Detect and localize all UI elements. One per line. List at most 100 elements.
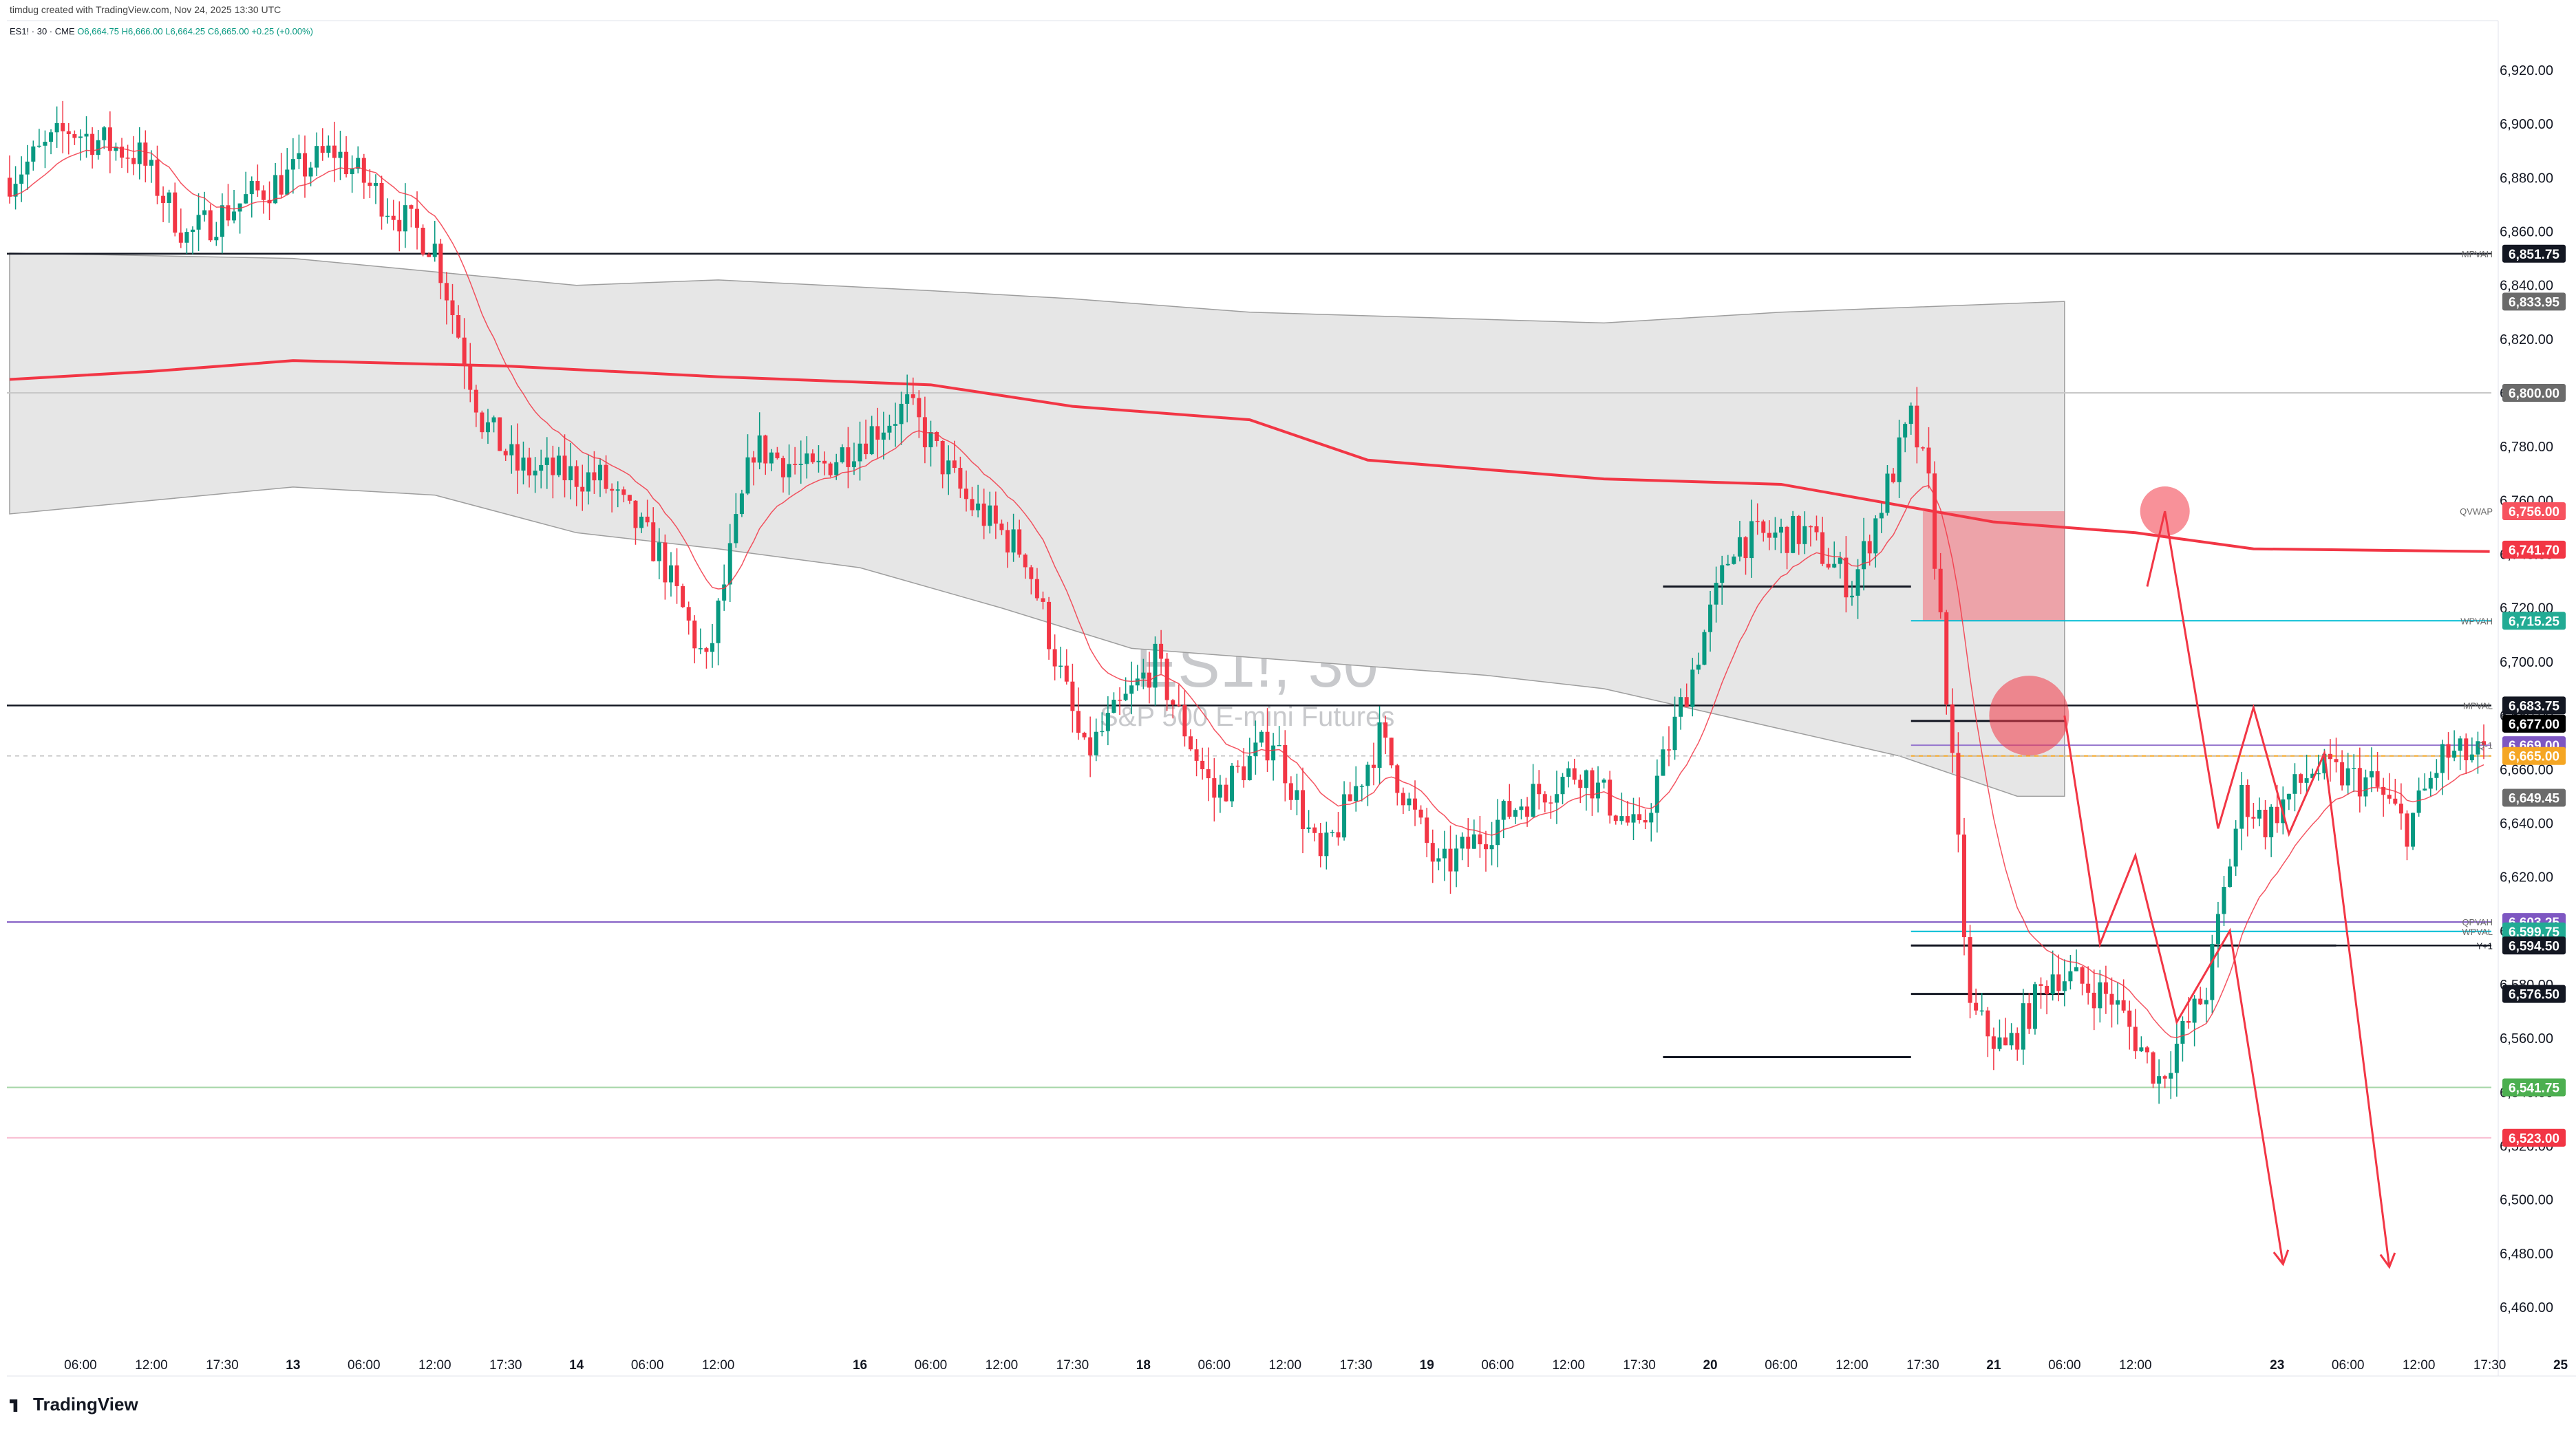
y-tick-label: 6,860.00 — [2500, 225, 2553, 240]
candle-body — [686, 607, 691, 621]
candle-body — [793, 464, 798, 465]
candle-body — [710, 643, 715, 652]
candle-body — [2157, 1076, 2162, 1084]
candle-body — [2405, 813, 2409, 847]
candle-body — [668, 565, 673, 583]
candle-body — [2434, 773, 2439, 778]
x-tick-label: 21 — [1986, 1358, 2001, 1373]
candle-body — [574, 466, 579, 487]
candle-body — [78, 136, 83, 138]
candle-body — [1537, 784, 1542, 795]
candle-body — [1684, 697, 1689, 707]
candle-body — [2009, 1033, 2014, 1046]
candle-body — [769, 452, 774, 464]
candle-body — [202, 210, 207, 215]
candle-body — [1844, 557, 1849, 598]
candle-body — [356, 158, 361, 169]
x-tick-label: 17:30 — [1056, 1358, 1089, 1373]
candle-body — [36, 145, 41, 147]
x-tick-label: 16 — [853, 1358, 867, 1373]
candle-body — [2316, 773, 2321, 775]
x-tick-label: 17:30 — [1623, 1358, 1656, 1373]
candle-body — [946, 460, 951, 475]
y-tick-label: 6,780.00 — [2500, 440, 2553, 455]
candle-body — [828, 463, 833, 475]
candle-body — [2340, 762, 2345, 786]
candle-body — [1454, 848, 1459, 872]
candle-body — [2269, 806, 2274, 837]
candle-body — [2328, 753, 2332, 760]
candle-body — [1584, 770, 1588, 788]
price-label-tag — [2502, 922, 2566, 941]
candle-body — [787, 464, 791, 477]
candle-body — [72, 133, 77, 138]
candle-body — [869, 426, 874, 455]
candle-body — [1654, 775, 1659, 813]
candle-body — [1076, 711, 1081, 733]
candle-body — [2228, 866, 2233, 888]
candle-body — [1094, 731, 1098, 755]
candle-body — [1383, 722, 1388, 738]
candle-body — [2139, 1047, 2144, 1051]
level-tag-label: MPVAL — [2463, 700, 2493, 711]
candle-body — [2423, 788, 2427, 791]
candle-body — [610, 488, 615, 491]
price-label-tag — [2502, 1078, 2566, 1097]
candle-body — [120, 147, 125, 158]
projection-path-1-arrowhead — [2272, 1249, 2290, 1267]
candle-body — [846, 447, 851, 467]
candle-body — [2357, 768, 2362, 797]
candle-body — [66, 131, 71, 134]
candle-body — [1448, 848, 1453, 872]
x-tick-label: 06:00 — [348, 1358, 381, 1373]
y-tick-label: 6,460.00 — [2500, 1300, 2553, 1315]
candle-body — [1507, 801, 1512, 817]
candle-body — [651, 522, 656, 561]
candle-body — [1637, 814, 1642, 820]
candle-body — [1903, 424, 1908, 438]
candle-body — [521, 458, 526, 471]
candle-body — [905, 394, 910, 404]
symbol-label[interactable]: ES1! · 30 · CME — [10, 26, 75, 36]
candle-body — [1171, 700, 1175, 705]
candle-body — [2428, 777, 2433, 789]
candle-body — [527, 458, 532, 476]
candle-body — [438, 244, 443, 283]
candle-body — [2215, 914, 2220, 944]
projection-path-2 — [2164, 511, 2391, 1267]
candle-body — [970, 499, 975, 511]
candle-body — [1058, 665, 1063, 667]
candle-body — [2299, 774, 2303, 783]
x-tick-label: 13 — [286, 1358, 300, 1373]
candle-body — [1619, 816, 1624, 821]
candle-body — [480, 412, 485, 433]
candle-body — [917, 398, 922, 418]
candle-body — [1118, 700, 1122, 701]
candle-body — [2257, 809, 2261, 819]
candle-body — [1460, 837, 1465, 849]
candle-body — [1413, 798, 1418, 810]
candle-body — [2275, 806, 2279, 824]
candle-body — [2370, 771, 2374, 777]
candle-body — [1123, 694, 1128, 700]
y-tick-label: 6,480.00 — [2500, 1247, 2553, 1262]
candle-body — [621, 489, 626, 495]
candle-body — [84, 133, 89, 137]
price-label-tag — [2502, 788, 2566, 807]
candle-body — [1915, 405, 1919, 448]
x-tick-label: 06:00 — [1198, 1358, 1231, 1373]
candle-body — [952, 460, 957, 469]
candle-body — [681, 585, 685, 608]
candle-body — [326, 145, 331, 153]
candle-body — [2015, 1033, 2020, 1050]
x-tick-label: 06:00 — [1481, 1358, 1514, 1373]
candle-body — [739, 493, 744, 515]
candle-body — [1259, 731, 1264, 743]
logo-text: TradingView — [33, 1394, 138, 1415]
tradingview-logo[interactable]: TradingView — [10, 1394, 138, 1415]
candle-body — [704, 648, 709, 652]
candle-body — [332, 145, 337, 158]
candle-body — [1743, 537, 1748, 559]
candle-body — [810, 453, 815, 462]
